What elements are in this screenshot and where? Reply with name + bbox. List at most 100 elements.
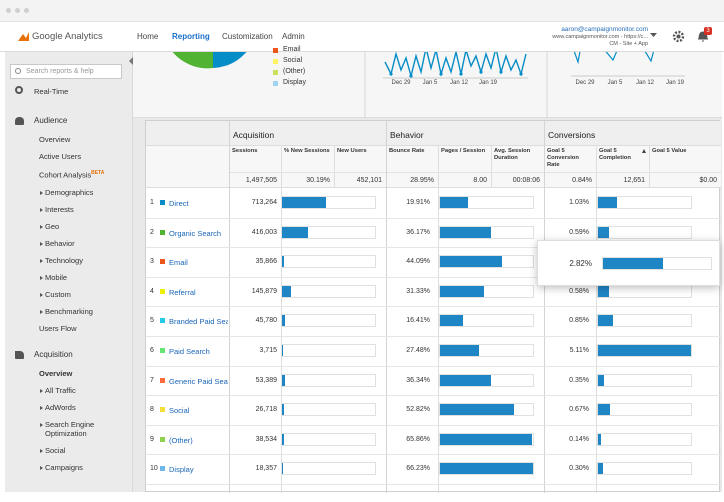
window-dot [6,8,11,13]
conversion-value: 0.14% [569,435,589,443]
column-header[interactable]: New Users [337,148,367,154]
nav-item[interactable]: AdWords [38,399,128,416]
bar-track [439,462,534,476]
channel-link[interactable]: Display [169,465,194,475]
channel-swatch [160,288,165,294]
nav-label: Mobile [45,272,68,282]
section-items: Overview All Traffic AdWords Search Engine … [38,365,128,476]
nav-item[interactable]: Campaigns [38,459,128,476]
column-header[interactable]: Goal 5 Conversion Rate [547,148,579,168]
bar-track [597,344,692,357]
bar [598,463,604,475]
nav-item[interactable]: Behavior [38,235,128,252]
bar [598,374,605,386]
total-value: 452,101 [356,177,382,184]
beta-badge: BETA [91,170,105,176]
column-header[interactable]: Goal 5 Completion [599,148,631,161]
expand-arrow [40,190,43,195]
nav-label: Active Users [39,152,82,161]
nav-item[interactable]: All Traffic [38,382,128,399]
nav-item[interactable]: Mobile [38,269,128,286]
collapse-toggle[interactable] [128,57,134,65]
nav-link[interactable]: Reporting [172,32,210,41]
expand-arrow [40,466,43,470]
row-rank: 2 [150,228,154,236]
bar-track [597,196,692,209]
column-header[interactable]: % New Sessions [284,148,330,154]
bar [440,404,515,416]
row-rank: 3 [150,258,154,266]
nav-item[interactable]: Overview [38,365,128,382]
channel-link[interactable]: Paid Search [169,347,210,356]
expand-arrow [40,406,43,410]
column-header[interactable]: Bounce Rate [389,148,425,154]
channel-link[interactable]: Direct [169,199,189,208]
nav-item[interactable]: Social [38,442,128,459]
total-value: 1,497,505 [245,177,277,184]
section-icon [15,351,24,359]
channel-link[interactable]: (Other) [169,435,193,445]
row-rank: 7 [150,376,154,384]
search-box[interactable]: Search reports & help [10,64,122,79]
settings-icon[interactable] [672,30,685,43]
channel-link[interactable]: Referral [169,287,196,297]
legend-swatch [273,70,278,75]
total-value: 00:08:06 [512,177,540,184]
bar [282,285,292,297]
expand-arrow [40,423,43,427]
nav-realtime[interactable]: Real-Time [34,87,69,96]
nav-item[interactable]: Custom [38,286,128,303]
account-email[interactable]: aaron@campaignmonitor.com [561,26,648,33]
nav-item[interactable]: Demographics [38,184,128,201]
channel-swatch [160,466,165,472]
total-value: 0.84% [572,177,592,184]
legend-label: Social [283,57,303,64]
channel-link[interactable]: Branded Paid Search [169,317,228,327]
total-value: 8.00 [473,177,487,184]
bar [598,404,611,416]
nav-label: Behavior [45,238,75,248]
column-header[interactable]: Pages / Session [441,148,486,154]
nav-item[interactable]: Benchmarking [38,303,128,320]
account-dropdown[interactable] [650,33,658,39]
column-header[interactable]: Sessions [232,148,258,154]
expand-arrow [40,224,43,229]
tooltip-value: 2.82% [569,259,592,268]
channel-link[interactable]: Social [169,406,190,416]
sessions-value: 18,357 [255,465,277,473]
channel-link[interactable]: Organic Search [169,228,222,238]
nav-link[interactable]: Admin [282,32,305,41]
window-chrome [0,0,724,22]
nav-item[interactable]: Active Users [38,148,128,165]
nav-item[interactable]: Users Flow [38,320,128,337]
channel-link[interactable]: Generic Paid Search [169,376,228,386]
x-axis-label: Jan 19 [478,80,497,86]
channel-swatch [160,377,165,383]
column-header[interactable]: Goal 5 Value [652,148,687,154]
nav-item[interactable]: Technology [38,252,128,269]
nav-label: Demographics [45,187,94,197]
nav-label: Custom [45,289,71,299]
nav-link[interactable]: Home [137,32,159,41]
nav-link[interactable]: Customization [222,32,273,41]
sessions-value: 45,780 [255,317,277,325]
channel-link[interactable]: Email [169,258,188,268]
nav-item[interactable]: Overview [38,131,128,148]
nav-item[interactable]: Interests [38,201,128,218]
bounce-value: 66.23% [406,465,430,473]
nav-item[interactable]: Search Engine Optimization [38,416,128,442]
bar-track [281,255,376,269]
nav-item[interactable]: Cohort AnalysisBETA [38,165,128,184]
bar-track [597,373,692,387]
column-header[interactable]: Avg. Session Duration [494,148,531,161]
product-name: Google Analytics [32,31,103,42]
row-rank: 1 [150,199,154,206]
section-title[interactable]: Acquisition [34,350,73,359]
total-value: 12,651 [623,177,645,184]
section-title[interactable]: Audience [34,116,68,125]
bounce-value: 44.09% [406,258,430,266]
nav-item[interactable]: Geo [38,218,128,235]
bar [598,226,609,238]
channel-swatch [160,229,165,235]
